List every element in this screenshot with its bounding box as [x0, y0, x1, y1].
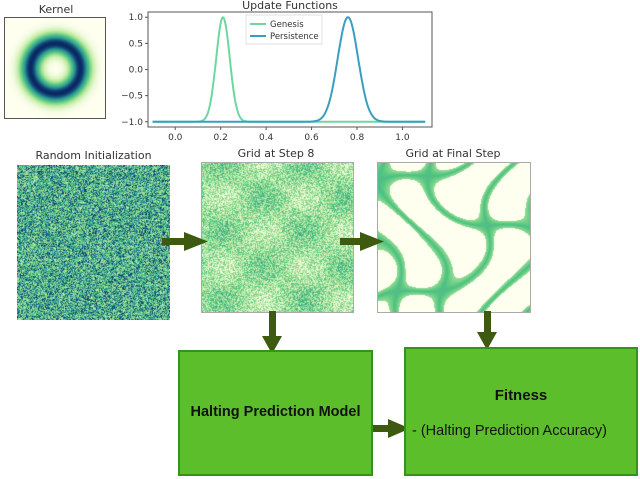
arrow-down-1: [262, 311, 282, 354]
arrow-right-1: [162, 232, 208, 251]
fitness-title: Fitness: [406, 387, 636, 404]
fitness-box: Fitness - (Halting Prediction Accuracy): [404, 347, 638, 476]
fitness-formula: - (Halting Prediction Accuracy): [412, 423, 636, 439]
halting-prediction-model-box: Halting Prediction Model: [178, 350, 373, 476]
halting-label: Halting Prediction Model: [180, 404, 371, 420]
arrow-right-2: [340, 232, 384, 251]
arrow-down-2: [477, 311, 497, 350]
